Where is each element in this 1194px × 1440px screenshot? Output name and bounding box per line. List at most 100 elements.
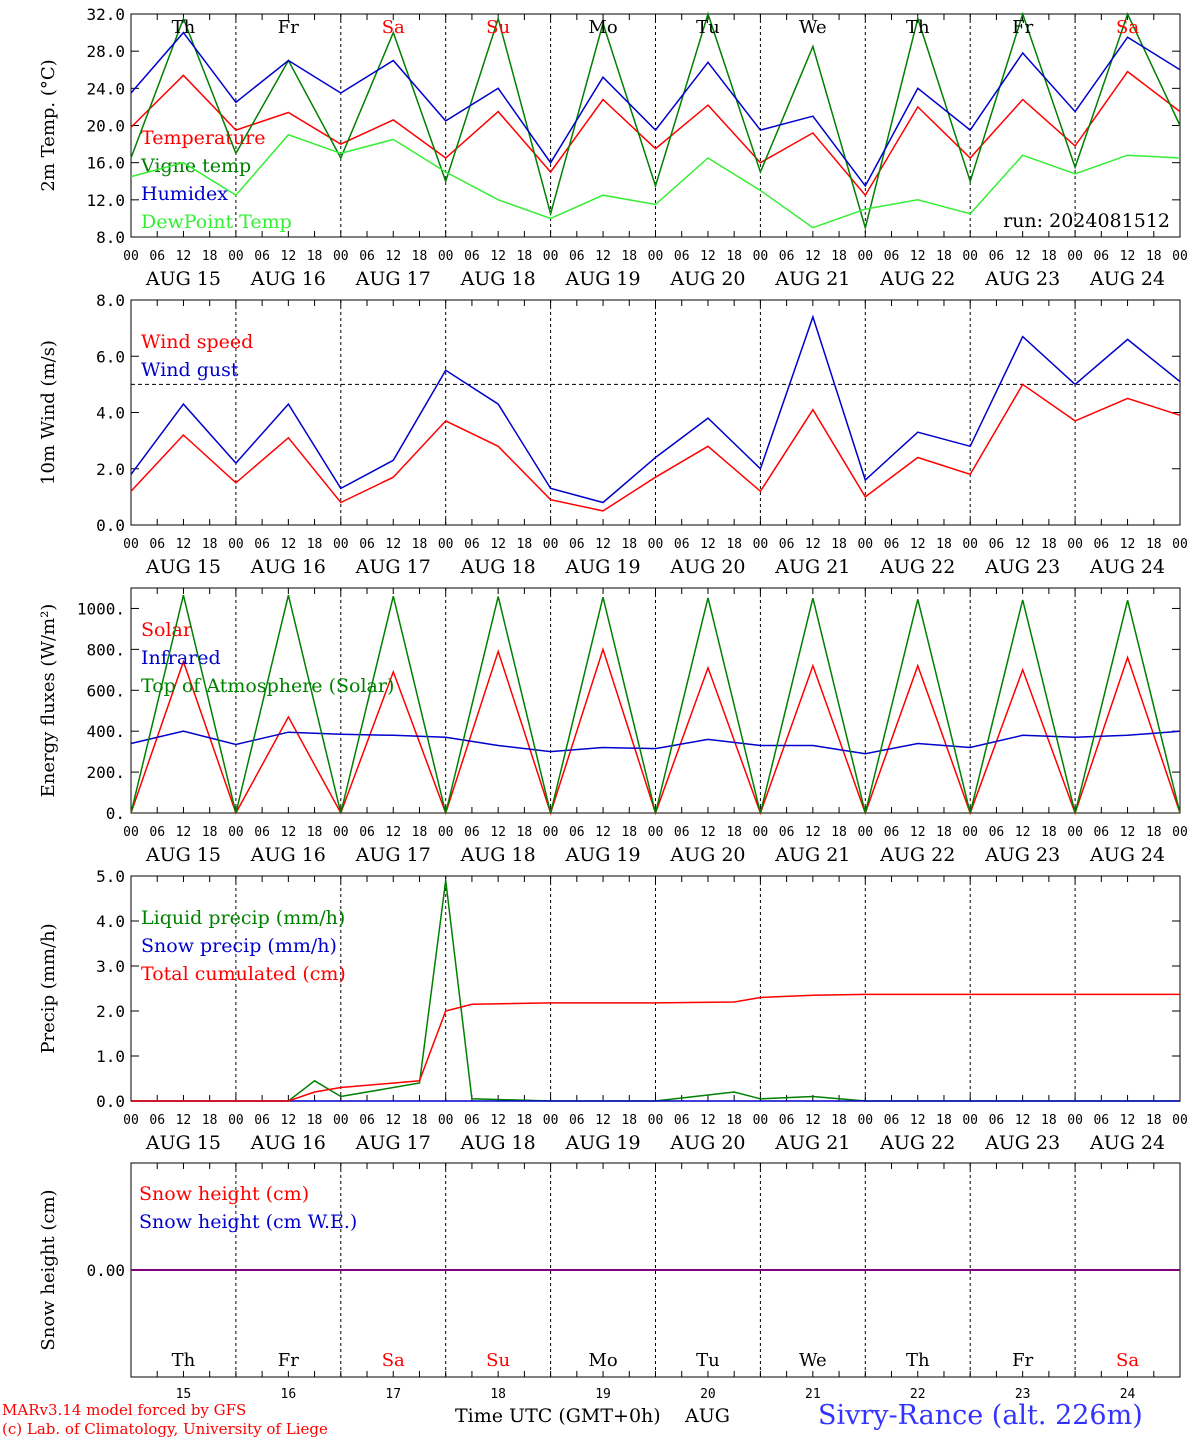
weekday-label: Th (172, 17, 196, 38)
y-tick-label: 400. (86, 722, 125, 741)
date-label: AUG 18 (460, 268, 536, 290)
hour-tick-label: 18 (936, 1113, 952, 1128)
hour-tick-label: 06 (359, 249, 375, 264)
hour-tick-label: 00 (228, 1113, 244, 1128)
hour-tick-label: 18 (1146, 825, 1162, 840)
weekday-label: Th (172, 1350, 196, 1371)
hour-tick-label: 00 (333, 1113, 349, 1128)
date-label: AUG 20 (669, 844, 745, 866)
hour-tick-label: 12 (910, 825, 926, 840)
legend-entry: Liquid precip (mm/h) (141, 907, 345, 929)
hour-tick-label: 18 (202, 249, 218, 264)
weekday-label: Th (906, 1350, 930, 1371)
hour-tick-label: 12 (385, 825, 401, 840)
y-tick-label: 0.0 (96, 516, 125, 535)
hour-tick-label: 18 (936, 537, 952, 552)
hour-tick-label: 18 (1041, 1113, 1057, 1128)
hour-tick-label: 12 (385, 249, 401, 264)
legend-entry: Snow height (cm) (139, 1183, 309, 1205)
weekday-label: Fr (1012, 1350, 1033, 1371)
hour-tick-label: 18 (517, 825, 533, 840)
weekday-label: Sa (382, 1350, 405, 1371)
hour-tick-label: 12 (595, 1113, 611, 1128)
hour-tick-label: 00 (962, 825, 978, 840)
y-axis-label: 2m Temp. (°C) (38, 59, 59, 191)
hour-tick-label: 12 (595, 249, 611, 264)
legend-entry: Temperature (141, 127, 265, 149)
hour-tick-label: 00 (1172, 1113, 1188, 1128)
hour-tick-label: 18 (621, 537, 637, 552)
series-line-vigne-temp (130, 11, 1181, 231)
date-label: AUG 17 (355, 268, 431, 290)
y-tick-label: 20.0 (86, 117, 125, 136)
date-label: AUG 16 (250, 556, 326, 578)
date-label: AUG 16 (250, 844, 326, 866)
hour-tick-label: 12 (176, 537, 192, 552)
date-label: AUG 22 (879, 268, 955, 290)
hour-tick-label: 18 (831, 825, 847, 840)
hour-tick-label: 18 (726, 537, 742, 552)
hour-tick-label: 18 (1146, 249, 1162, 264)
hour-tick-label: 12 (176, 825, 192, 840)
hour-tick-label: 00 (753, 249, 769, 264)
hour-tick-label: 18 (202, 825, 218, 840)
series-line-dewpoint-temp (130, 133, 1181, 229)
hour-tick-label: 00 (438, 537, 454, 552)
hour-tick-label: 00 (333, 249, 349, 264)
hour-tick-label: 06 (464, 249, 480, 264)
hour-tick-label: 06 (779, 537, 795, 552)
weekday-label: Sa (382, 17, 405, 38)
hour-tick-label: 00 (1067, 537, 1083, 552)
hour-tick-label: 06 (989, 1113, 1005, 1128)
hour-tick-label: 00 (648, 249, 664, 264)
hour-tick-label: 12 (1120, 1113, 1136, 1128)
date-label: AUG 22 (879, 1132, 955, 1154)
y-axis-label: Precip (mm/h) (38, 923, 59, 1053)
weekday-label: Fr (278, 17, 299, 38)
y-tick-label: 2.0 (96, 460, 125, 479)
hour-tick-label: 06 (884, 249, 900, 264)
y-tick-label: 3.0 (96, 957, 125, 976)
hour-tick-label: 12 (176, 1113, 192, 1128)
date-label: AUG 20 (669, 268, 745, 290)
date-label: AUG 21 (774, 844, 850, 866)
date-label: AUG 15 (145, 1132, 221, 1154)
date-label: AUG 15 (145, 268, 221, 290)
hour-tick-label: 12 (385, 1113, 401, 1128)
y-tick-label: 0.00 (86, 1261, 125, 1280)
hour-tick-label: 00 (1067, 249, 1083, 264)
hour-tick-label: 06 (254, 249, 270, 264)
y-tick-label: 6.0 (96, 347, 125, 366)
hour-tick-label: 12 (1015, 825, 1031, 840)
y-tick-label: 1.0 (96, 1047, 125, 1066)
hour-tick-label: 18 (412, 1113, 428, 1128)
legend-entry: Solar (141, 619, 193, 641)
day-number-label: 15 (176, 1387, 192, 1402)
hour-tick-label: 00 (962, 537, 978, 552)
hour-tick-label: 18 (517, 249, 533, 264)
hour-tick-label: 18 (307, 249, 323, 264)
hour-tick-label: 06 (149, 825, 165, 840)
hour-tick-label: 06 (989, 825, 1005, 840)
series-line-infrared (130, 730, 1181, 755)
date-label: AUG 19 (564, 556, 640, 578)
hour-tick-label: 12 (281, 1113, 297, 1128)
hour-tick-label: 00 (123, 825, 139, 840)
weekday-label: Su (486, 17, 510, 38)
y-tick-label: 600. (86, 681, 125, 700)
hour-tick-label: 00 (1172, 249, 1188, 264)
y-tick-label: 28.0 (86, 42, 125, 61)
hour-tick-label: 00 (438, 249, 454, 264)
hour-tick-label: 00 (962, 1113, 978, 1128)
hour-tick-label: 18 (621, 825, 637, 840)
hour-tick-label: 12 (700, 249, 716, 264)
hour-tick-label: 12 (910, 249, 926, 264)
hour-tick-label: 12 (281, 537, 297, 552)
legend-entry: Top of Atmosphere (Solar) (141, 675, 394, 697)
hour-tick-label: 12 (805, 537, 821, 552)
hour-tick-label: 18 (517, 1113, 533, 1128)
y-tick-label: 800. (86, 640, 125, 659)
hour-tick-label: 06 (1093, 825, 1109, 840)
weekday-label: Tu (696, 1350, 720, 1371)
hour-tick-label: 06 (464, 537, 480, 552)
